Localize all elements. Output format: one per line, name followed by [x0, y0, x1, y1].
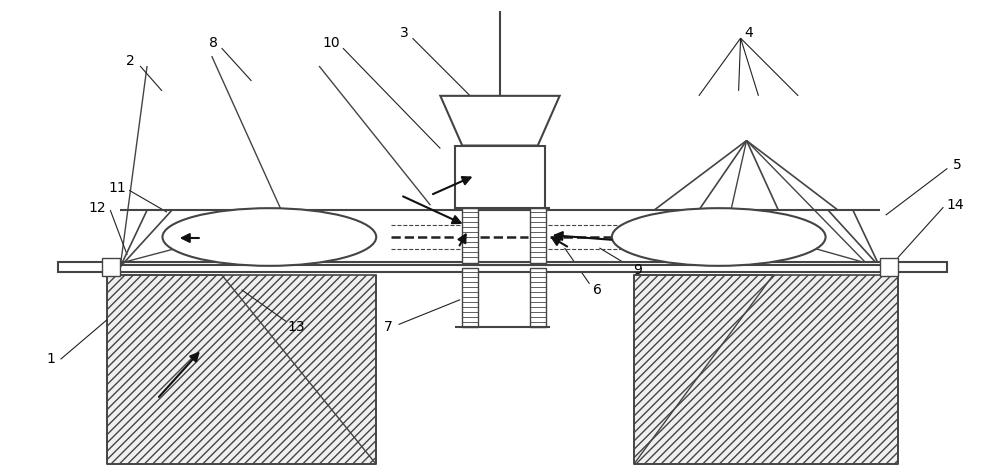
Text: 2: 2	[126, 54, 135, 68]
Bar	[102, 258, 120, 276]
Bar	[880, 258, 898, 276]
Bar	[462, 268, 478, 327]
Text: 4: 4	[744, 26, 753, 40]
Text: 10: 10	[322, 36, 340, 50]
Text: 1: 1	[46, 352, 55, 367]
Polygon shape	[634, 275, 898, 464]
Text: 12: 12	[89, 201, 106, 215]
Polygon shape	[440, 96, 560, 146]
Text: 11: 11	[108, 181, 126, 195]
Bar	[462, 208, 478, 263]
Ellipse shape	[612, 208, 826, 266]
Text: 8: 8	[209, 36, 218, 50]
Bar	[530, 268, 546, 327]
Bar	[530, 208, 546, 263]
Text: 5: 5	[953, 159, 962, 172]
Text: 3: 3	[400, 26, 409, 40]
Text: 7: 7	[384, 320, 393, 335]
Text: 13: 13	[287, 320, 305, 335]
Bar	[58, 262, 947, 272]
Bar	[455, 146, 545, 210]
Text: 9: 9	[633, 263, 642, 277]
Text: 6: 6	[593, 283, 602, 297]
Polygon shape	[107, 275, 376, 464]
Text: 14: 14	[947, 198, 964, 212]
Ellipse shape	[162, 208, 376, 266]
